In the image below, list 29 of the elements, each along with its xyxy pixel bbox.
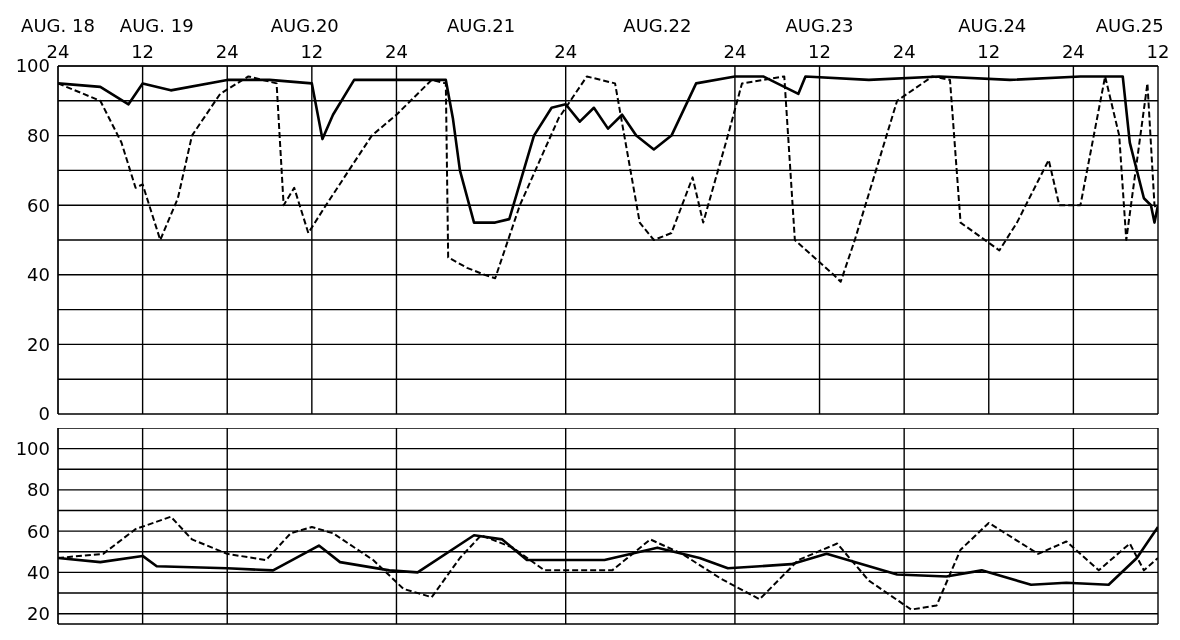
x-tick-label: 24: [215, 41, 239, 62]
x2-tick-label: AUG.25: [1095, 15, 1164, 36]
text: AUG. 18: [21, 15, 95, 36]
x2-tick-label: AUG.22: [623, 15, 692, 36]
x-tick-label: 12: [300, 41, 324, 62]
x2-tick-label: AUG. 19: [119, 15, 194, 36]
y-tick-label: 20: [27, 333, 50, 355]
y-tick-label: 60: [27, 194, 50, 216]
x-tick-label: 12: [808, 41, 831, 62]
x-tick-label: 24: [892, 41, 916, 62]
x-tick-label: 24: [1061, 41, 1085, 62]
x-tick-label: 24: [554, 41, 578, 62]
y-tick-label: 60: [27, 520, 50, 542]
y-tick-label: 80: [27, 124, 50, 146]
x2-tick-label: AUG.21: [447, 15, 516, 36]
x-tick-label: 12: [1146, 41, 1170, 62]
y-tick-label: 20: [27, 603, 50, 625]
x-tick-label: 24: [723, 41, 747, 62]
x-tick-label: 24: [385, 41, 408, 62]
y-tick-label: 40: [27, 561, 50, 583]
x2-tick-label: AUG.24: [958, 15, 1027, 36]
y-tick-label: 100: [15, 438, 50, 460]
x2-tick-label: AUG.20: [270, 15, 339, 36]
x-tick-label: 12: [977, 41, 1001, 62]
y-tick-label: 80: [27, 479, 50, 501]
x-tick-label: 12: [131, 41, 155, 62]
y-tick-label: 0: [38, 403, 50, 425]
y-tick-label: 40: [27, 264, 50, 286]
x2-tick-label: AUG.23: [785, 15, 854, 36]
